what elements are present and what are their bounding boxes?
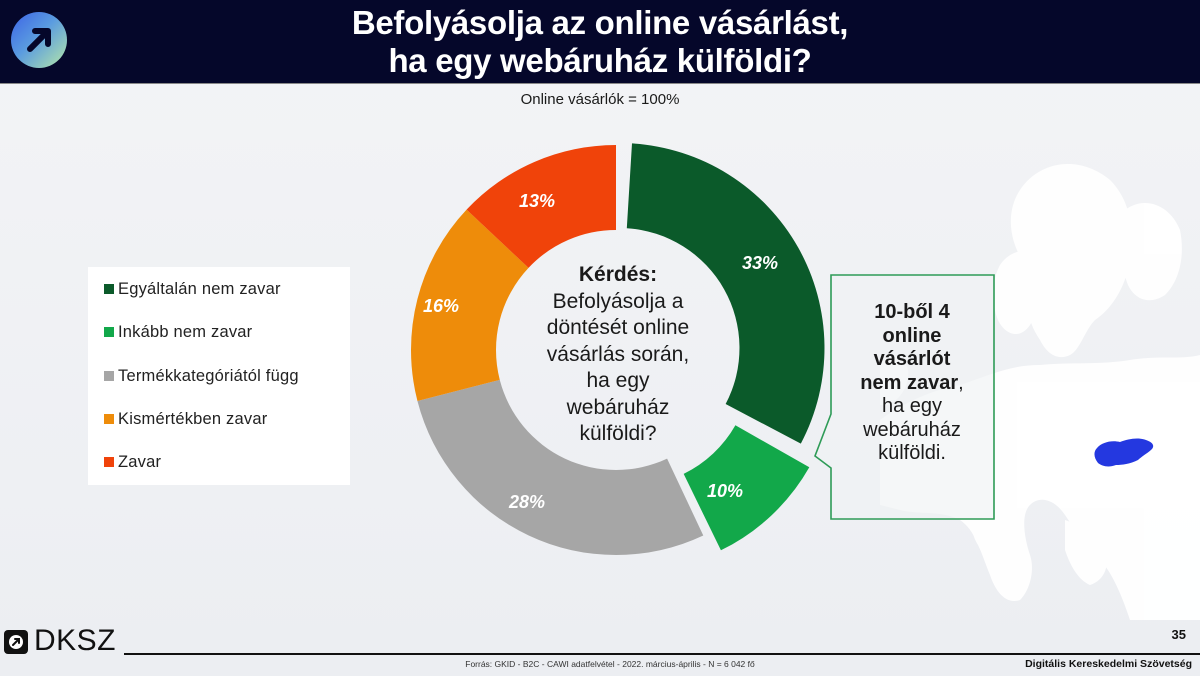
- callout-bold: nem zavar: [860, 371, 959, 394]
- hungary-highlight: [1094, 438, 1154, 467]
- legend-label: Egyáltalán nem zavar: [118, 279, 281, 298]
- callout-bold: 10-ből 4: [874, 301, 950, 323]
- footer-divider: [124, 653, 1200, 655]
- title-line-2: ha egy webáruház külföldi?: [388, 42, 812, 79]
- legend-item-kismertekben-zavar: Kismértékben zavar: [104, 408, 267, 430]
- title-line-1: Befolyásolja az online vásárlást,: [351, 4, 849, 41]
- question-line: vásárlás során,: [546, 342, 690, 366]
- segment-label-10: 10%: [706, 481, 744, 501]
- donut-segment-16: [411, 209, 529, 401]
- segment-label-33: 33%: [741, 253, 779, 273]
- legend-swatch-red: [104, 457, 114, 467]
- callout-box: [814, 274, 995, 520]
- page-number: 35: [1171, 627, 1186, 642]
- question-line: ha egy: [586, 369, 650, 392]
- question-line: külföldi?: [579, 422, 657, 445]
- chart-subtitle: Online vásárlók = 100%: [520, 91, 680, 108]
- logo-arrow-icon: [11, 12, 67, 68]
- source-note: Forrás: GKID - B2C - CAWI adatfelvétel -…: [465, 659, 755, 669]
- chart-legend: Egyáltalán nem zavar Inkább nem zavar Te…: [88, 267, 350, 485]
- donut-chart: [411, 143, 825, 555]
- callout-line: ha egy: [881, 395, 943, 417]
- legend-swatch-gray: [104, 371, 114, 381]
- donut-segment-33: [626, 143, 825, 444]
- question-label: Kérdés:: [578, 263, 658, 286]
- dksz-logo-icon: [4, 630, 28, 654]
- donut-segment-10: [683, 425, 810, 551]
- callout-text: 10-ből 4 online vásárlót nem zavar, ha e…: [836, 301, 988, 466]
- legend-swatch-light-green: [104, 327, 114, 337]
- legend-item-zavar: Zavar: [104, 451, 161, 473]
- page-title: Befolyásolja az online vásárlást, ha egy…: [200, 4, 1000, 80]
- legend-item-inkabb-nem-zavar: Inkább nem zavar: [104, 321, 252, 343]
- question-line: döntését online: [546, 316, 690, 339]
- segment-label-16: 16%: [422, 296, 460, 316]
- center-question: Kérdés: Befolyásolja a döntését online v…: [500, 262, 736, 448]
- callout-bold: vásárlót: [873, 348, 951, 370]
- segment-label-13: 13%: [518, 191, 556, 211]
- legend-item-termekkategoriatol-fugg: Termékkategóriától függ: [104, 365, 299, 387]
- question-line: webáruház: [566, 395, 670, 419]
- legend-label: Zavar: [118, 452, 162, 471]
- question-line: Befolyásolja a: [552, 289, 684, 313]
- organization-name: Digitális Kereskedelmi Szövetség: [1025, 658, 1192, 670]
- donut-segment-13: [466, 145, 616, 268]
- legend-label: Termékkategóriától függ: [118, 366, 299, 385]
- legend-item-egyaltalan-nem-zavar: Egyáltalán nem zavar: [104, 278, 281, 300]
- legend-label: Kismértékben zavar: [118, 409, 268, 428]
- legend-swatch-dark-green: [104, 284, 114, 294]
- callout-line: webáruház: [863, 418, 961, 441]
- segment-label-28: 28%: [508, 492, 546, 512]
- callout-line: külföldi.: [878, 442, 946, 464]
- footer-brand: DKSZ: [34, 624, 117, 657]
- legend-label: Inkább nem zavar: [118, 322, 253, 341]
- callout-comma: ,: [958, 371, 964, 394]
- callout-bold: online: [882, 324, 942, 347]
- legend-swatch-orange: [104, 414, 114, 424]
- donut-segment-28: [417, 379, 704, 555]
- header-bar: Befolyásolja az online vásárlást, ha egy…: [0, 0, 1200, 84]
